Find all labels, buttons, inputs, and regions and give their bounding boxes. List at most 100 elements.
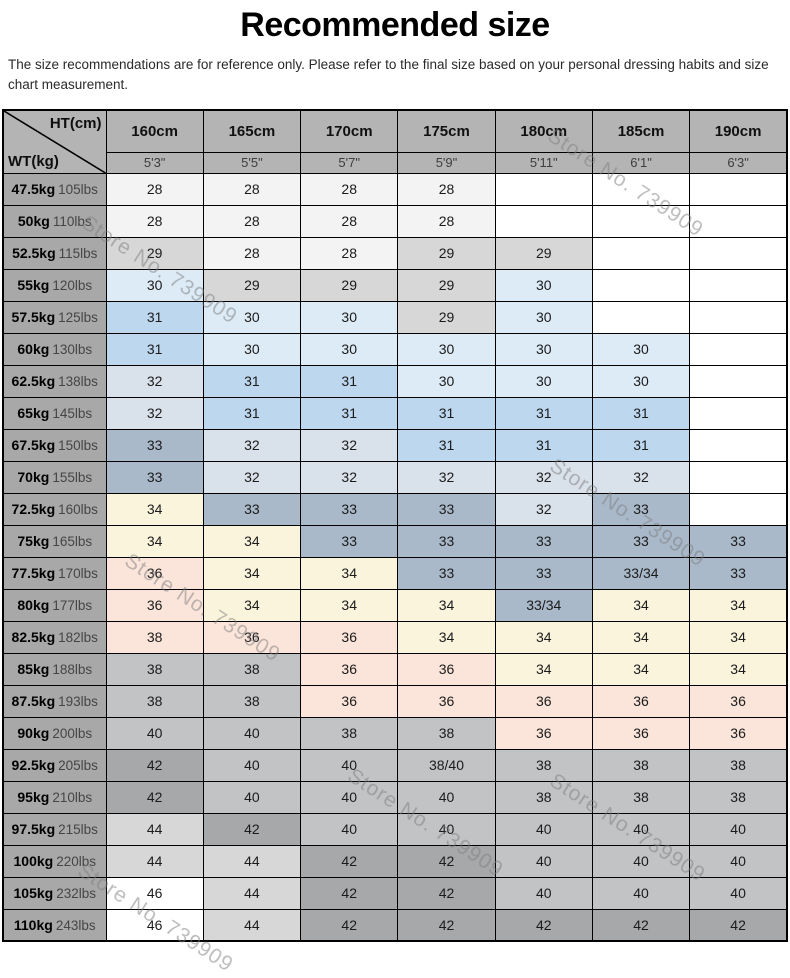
table-row: 100kg 220lbs 44 44 42 42 40 40 40 <box>2 844 788 878</box>
weight-kg-label: 85kg <box>17 661 50 677</box>
corner-height-label: HT(cm) <box>49 114 102 132</box>
size-cell: 33 <box>689 524 788 558</box>
size-cell: 32 <box>591 460 691 494</box>
weight-kg-label: 55kg <box>17 277 50 293</box>
weight-lbs-label: 232lbs <box>56 886 96 901</box>
table-row: 75kg 165lbs 34 34 33 33 33 33 33 <box>2 524 788 558</box>
size-cell: 33 <box>689 556 788 590</box>
size-cell: 29 <box>105 236 204 270</box>
empty-cell <box>591 268 691 302</box>
table-row: 67.5kg 150lbs 33 32 32 31 31 31 <box>2 428 788 462</box>
weight-kg-label: 60kg <box>17 341 50 357</box>
size-cell: 38 <box>494 780 593 814</box>
page-subtitle: The size recommendations are for referen… <box>8 57 769 93</box>
table-row: 70kg 155lbs 33 32 32 32 32 32 <box>2 460 788 494</box>
table-row: 77.5kg 170lbs 36 34 34 33 33 33/34 33 <box>2 556 788 590</box>
size-cell: 40 <box>689 876 788 910</box>
size-cell: 31 <box>591 396 691 430</box>
weight-kg-label: 82.5kg <box>11 629 56 645</box>
weight-row-label: 90kg 200lbs <box>2 716 107 750</box>
size-cell: 33 <box>397 556 496 590</box>
empty-cell <box>591 204 691 238</box>
size-cell: 30 <box>202 332 302 366</box>
size-cell: 36 <box>300 620 399 654</box>
empty-cell <box>689 492 788 526</box>
size-cell: 44 <box>202 844 302 878</box>
size-cell: 36 <box>591 716 691 750</box>
size-cell: 38 <box>397 716 496 750</box>
size-cell: 28 <box>300 204 399 238</box>
size-cell: 36 <box>591 684 691 718</box>
weight-lbs-label: 200lbs <box>52 726 93 741</box>
size-cell: 29 <box>300 268 399 302</box>
size-cell: 42 <box>300 908 399 942</box>
weight-lbs-label: 125lbs <box>58 310 98 325</box>
weight-kg-label: 87.5kg <box>11 693 56 709</box>
corner-weight-label: WT(kg) <box>8 152 59 170</box>
size-cell: 40 <box>202 780 302 814</box>
empty-cell <box>689 428 788 462</box>
size-cell: 30 <box>494 332 593 366</box>
size-cell: 38 <box>105 684 204 718</box>
height-column-header-cm: 180cm <box>494 109 593 153</box>
size-cell: 42 <box>397 844 496 878</box>
size-cell: 33 <box>300 524 399 558</box>
size-cell: 28 <box>397 172 496 206</box>
size-cell: 28 <box>105 204 204 238</box>
weight-kg-label: 70kg <box>17 469 50 485</box>
size-cell: 36 <box>105 588 204 622</box>
weight-lbs-label: 182lbs <box>58 630 98 645</box>
size-cell: 33 <box>105 428 204 462</box>
empty-cell <box>591 236 691 270</box>
size-cell: 30 <box>397 332 496 366</box>
size-cell: 44 <box>105 844 204 878</box>
weight-lbs-label: 155lbs <box>52 470 93 485</box>
size-cell: 34 <box>591 588 691 622</box>
weight-kg-label: 95kg <box>17 789 50 805</box>
size-cell: 44 <box>202 908 302 942</box>
size-cell: 29 <box>397 236 496 270</box>
height-column-header-ft: 5'9" <box>397 151 496 174</box>
weight-lbs-label: 115lbs <box>58 246 98 261</box>
table-row: 60kg 130lbs 31 30 30 30 30 30 <box>2 332 788 366</box>
size-cell: 42 <box>494 908 593 942</box>
table-header: HT(cm) WT(kg) 160cm 165cm 170cm 175cm 180cm 1… <box>2 109 788 174</box>
size-cell: 34 <box>689 588 788 622</box>
empty-cell <box>494 172 593 206</box>
weight-kg-label: 75kg <box>17 533 50 549</box>
size-cell: 40 <box>689 812 788 846</box>
size-cell: 46 <box>105 908 204 942</box>
weight-row-label: 77.5kg 170lbs <box>2 556 107 590</box>
size-cell: 28 <box>202 236 302 270</box>
weight-row-label: 95kg 210lbs <box>2 780 107 814</box>
weight-row-label: 97.5kg 215lbs <box>2 812 107 846</box>
size-cell: 29 <box>397 268 496 302</box>
weight-lbs-label: 130lbs <box>52 342 93 357</box>
size-cell: 29 <box>494 236 593 270</box>
size-cell: 40 <box>494 844 593 878</box>
size-cell: 28 <box>202 204 302 238</box>
table-row: 110kg 243lbs 46 44 42 42 42 42 42 <box>2 908 788 942</box>
weight-row-label: 85kg 188lbs <box>2 652 107 686</box>
size-cell: 30 <box>591 332 691 366</box>
size-cell: 31 <box>591 428 691 462</box>
empty-cell <box>591 172 691 206</box>
size-cell: 34 <box>494 620 593 654</box>
table-row: 90kg 200lbs 40 40 38 38 36 36 36 <box>2 716 788 750</box>
height-column-header-ft: 5'3" <box>105 151 204 174</box>
size-cell: 28 <box>105 172 204 206</box>
size-cell: 31 <box>397 428 496 462</box>
table-body: 47.5kg 105lbs 28 28 28 28 50kg 110lbs 28 28 28 28 52… <box>2 172 788 942</box>
size-cell: 34 <box>300 556 399 590</box>
weight-lbs-label: 150lbs <box>58 438 98 453</box>
weight-kg-label: 65kg <box>17 405 50 421</box>
size-cell: 38/40 <box>397 748 496 782</box>
size-cell: 42 <box>591 908 691 942</box>
weight-row-label: 62.5kg 138lbs <box>2 364 107 398</box>
size-cell: 28 <box>202 172 302 206</box>
weight-lbs-label: 210lbs <box>52 790 93 805</box>
size-chart-page: Recommended size The size recommendation… <box>0 6 790 977</box>
size-cell: 34 <box>591 652 691 686</box>
size-cell: 40 <box>300 812 399 846</box>
size-cell: 40 <box>397 812 496 846</box>
